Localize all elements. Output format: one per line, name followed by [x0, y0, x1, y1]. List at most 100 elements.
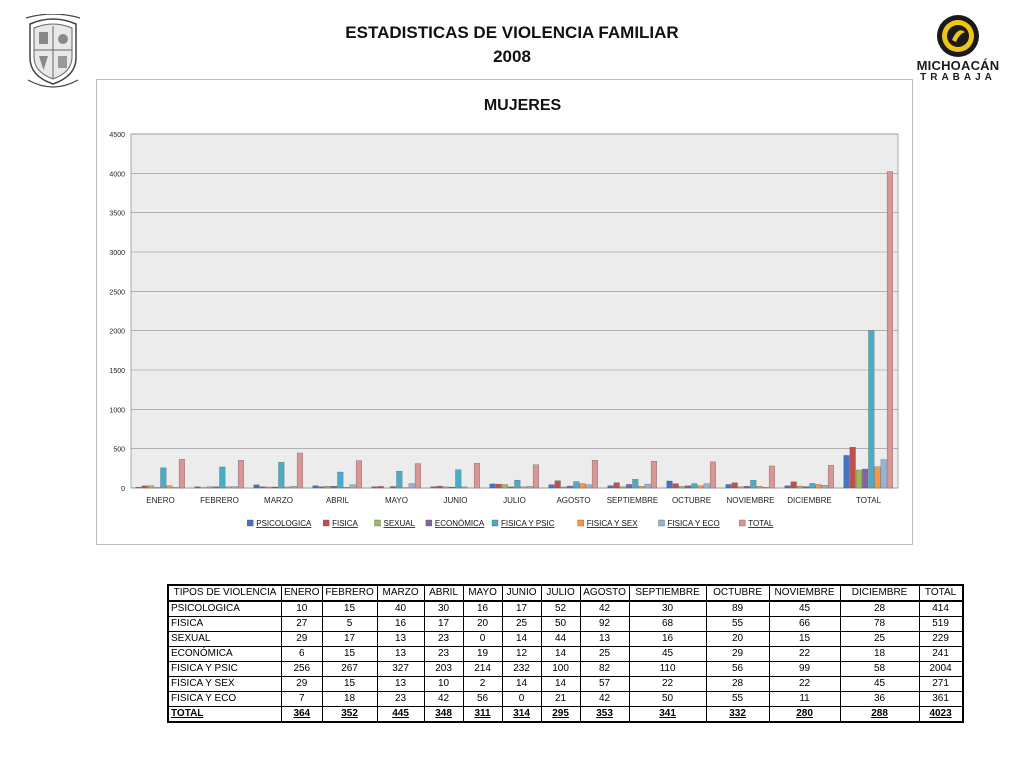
- bar: [613, 482, 620, 489]
- table-cell: 42: [579, 691, 630, 707]
- bar: [874, 466, 881, 489]
- table-cell: 25: [579, 646, 630, 662]
- table-cell: 28: [705, 676, 770, 692]
- legend-swatch: [425, 519, 433, 527]
- chart-frame: MUJERES 0 500 1000 1500 2000 2500 3000 3500 4000 4…: [96, 79, 913, 545]
- logo-wordmark: MICHOACÁN: [916, 58, 1000, 73]
- table-cell: 110: [628, 661, 707, 677]
- table-total-row: TOTAL 364 352 445 348 311 314 295 353 341 332 280 28…: [167, 706, 964, 723]
- bar: [225, 486, 232, 489]
- table-cell: 30: [628, 600, 707, 617]
- table-header-cell: MAYO: [462, 584, 503, 602]
- table-row: FISICA 27 5 16 17 20 25 50 92 68 55 66 78 519: [167, 616, 964, 632]
- table-header-cell: NOVIEMBRE: [768, 584, 841, 602]
- bar: [141, 485, 148, 489]
- legend-swatch: [374, 519, 381, 527]
- table-cell: 14: [501, 631, 542, 647]
- bar: [442, 486, 449, 489]
- table-cell: 332: [705, 706, 770, 723]
- table-cell: 11: [768, 691, 841, 707]
- bar: [737, 486, 744, 489]
- bar: [172, 487, 179, 489]
- x-tick-label: TOTAL: [856, 496, 882, 505]
- legend-label: FISICA Y SEX: [587, 519, 639, 528]
- legend-label: FISICA Y PSIC: [501, 519, 555, 528]
- bar: [508, 486, 515, 489]
- row-label-cell: ECONÓMICA: [167, 646, 282, 662]
- table-cell: 58: [839, 661, 920, 677]
- bar: [849, 447, 856, 489]
- y-tick-label: 2000: [109, 329, 125, 336]
- bar: [178, 459, 185, 489]
- legend-label: TOTAL: [748, 519, 774, 528]
- table-cell: 42: [579, 600, 630, 617]
- x-tick-label: SEPTIEMBRE: [607, 496, 659, 505]
- x-tick-label: AGOSTO: [556, 496, 590, 505]
- table-cell: 2004: [918, 661, 964, 677]
- table-header-cell: DICIEMBRE: [839, 584, 920, 602]
- bar: [501, 484, 508, 489]
- table-cell: 229: [918, 631, 964, 647]
- table-cell: 17: [423, 616, 464, 632]
- table-cell: 55: [705, 616, 770, 632]
- y-tick-label: 0: [121, 486, 125, 493]
- table-cell: 14: [540, 676, 581, 692]
- table-cell: 29: [281, 631, 323, 647]
- table-cell: 314: [501, 706, 542, 723]
- bar: [147, 485, 154, 489]
- bar: [784, 485, 791, 489]
- bar: [324, 486, 331, 489]
- table-cell: 271: [918, 676, 964, 692]
- x-tick-label: FEBRERO: [200, 496, 239, 505]
- table-cell: 0: [501, 691, 542, 707]
- table-cell: 44: [540, 631, 581, 647]
- legend-label: PSICOLOGICA: [256, 519, 312, 528]
- table-cell: 27: [281, 616, 323, 632]
- bar: [231, 486, 238, 489]
- table-cell: 17: [501, 600, 542, 617]
- legend-swatch: [322, 519, 330, 527]
- table-cell: 18: [839, 646, 920, 662]
- bar: [377, 486, 384, 489]
- page-year: 2008: [493, 47, 531, 66]
- bar: [318, 486, 325, 489]
- table-cell: 45: [768, 600, 841, 617]
- table-cell: 15: [321, 646, 378, 662]
- bar: [337, 471, 344, 489]
- bar: [430, 486, 437, 489]
- bar: [678, 486, 685, 489]
- table-cell: 50: [628, 691, 707, 707]
- bar: [408, 483, 415, 489]
- table-cell: 82: [579, 661, 630, 677]
- table-cell: 45: [628, 646, 707, 662]
- bar: [514, 479, 521, 489]
- x-tick-label: JUNIO: [444, 496, 468, 505]
- table-cell: 68: [628, 616, 707, 632]
- table-cell: 23: [423, 646, 464, 662]
- x-tick-label: OCTUBRE: [672, 496, 711, 505]
- bar: [219, 466, 226, 489]
- bar: [473, 463, 480, 489]
- table-cell: 23: [423, 631, 464, 647]
- bar: [632, 479, 639, 489]
- table-cell: 13: [579, 631, 630, 647]
- bar: [396, 471, 403, 489]
- legend-swatch: [577, 519, 584, 527]
- table-cell: 0: [462, 631, 503, 647]
- bar: [607, 485, 614, 489]
- table-cell: 20: [705, 631, 770, 647]
- table-cell: 20: [462, 616, 503, 632]
- bar: [461, 486, 468, 489]
- bar: [827, 465, 834, 489]
- bar: [790, 481, 797, 489]
- legend-swatch: [658, 519, 665, 527]
- table-row: FISICA Y ECO 7 18 23 42 56 0 21 42 50 55 11 36 361: [167, 691, 964, 707]
- x-tick-label: NOVIEMBRE: [726, 496, 774, 505]
- bar: [644, 483, 651, 489]
- table-cell: 15: [768, 631, 841, 647]
- bar: [526, 486, 533, 489]
- table-row: FISICA Y SEX 29 15 13 10 2 14 14 57 22 28 22 45 271: [167, 676, 964, 692]
- legend-label: FISICA Y ECO: [668, 519, 720, 528]
- table-cell: 15: [321, 676, 378, 692]
- plot-area: [130, 133, 899, 489]
